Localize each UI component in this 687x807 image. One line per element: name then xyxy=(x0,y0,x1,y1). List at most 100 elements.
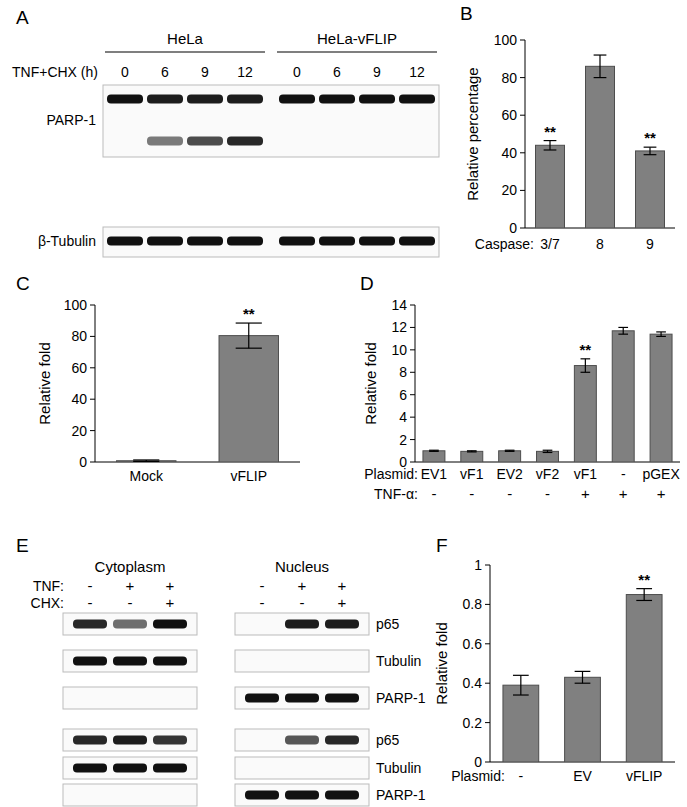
y-tick xyxy=(485,565,490,566)
panel-label: A xyxy=(16,7,29,28)
lane-label: 0 xyxy=(293,64,301,80)
y-tick xyxy=(485,683,490,684)
x-tick-label: vF1 xyxy=(460,466,484,482)
plot-area xyxy=(503,589,662,762)
blot-frame xyxy=(63,729,197,751)
bar xyxy=(650,334,672,462)
band xyxy=(399,95,435,104)
error-cap xyxy=(575,671,591,672)
y-tick xyxy=(520,190,525,191)
band xyxy=(359,95,395,104)
x-tick-label: 9 xyxy=(646,236,654,252)
y-tick xyxy=(485,643,490,644)
y-axis xyxy=(95,305,96,462)
blot-frame xyxy=(235,613,369,635)
band xyxy=(285,620,319,629)
error-bar xyxy=(636,589,652,601)
band xyxy=(325,791,359,800)
panel-label: C xyxy=(16,273,30,294)
error-stem xyxy=(582,671,583,683)
error-bar xyxy=(467,451,477,452)
x-tick-label-2: + xyxy=(581,485,590,502)
band xyxy=(285,736,319,745)
error-stem xyxy=(649,147,650,155)
lane-label: 9 xyxy=(373,64,381,80)
error-bar xyxy=(544,141,557,150)
y-tick-label: 60 xyxy=(501,107,517,123)
bar xyxy=(503,685,539,762)
y-axis xyxy=(490,565,491,762)
bar xyxy=(612,331,634,462)
condition-value: + xyxy=(338,577,347,594)
y-tick-label: 1 xyxy=(474,557,482,573)
x-tick-label: 3/7 xyxy=(540,236,560,252)
bar xyxy=(461,451,483,462)
error-cap xyxy=(644,154,657,155)
y-tick xyxy=(410,417,415,418)
band xyxy=(227,95,263,104)
bar xyxy=(626,595,662,762)
y-tick-label: 0.6 xyxy=(463,636,483,652)
band xyxy=(113,736,147,745)
category-row-label: Caspase: xyxy=(475,236,534,252)
y-tick-label: 0.4 xyxy=(463,675,483,691)
error-cap xyxy=(644,147,657,148)
error-bar xyxy=(429,450,439,451)
x-tick-label: 8 xyxy=(596,236,604,252)
condition-label: CHX: xyxy=(31,595,64,611)
x-tick-label-2: - xyxy=(431,485,436,502)
y-axis-label: Relative fold xyxy=(433,622,450,705)
row-label: β-Tubulin xyxy=(38,233,96,249)
x-tick-label-2: + xyxy=(619,485,628,502)
group-label: HeLa xyxy=(167,30,204,47)
condition-value: + xyxy=(298,577,307,594)
y-axis-label: Relative percentage xyxy=(464,67,481,200)
blot-frame xyxy=(235,757,369,779)
error-bar xyxy=(513,675,529,695)
error-cap xyxy=(505,451,515,452)
y-tick xyxy=(90,305,95,306)
y-tick xyxy=(520,40,525,41)
row-label: p65 xyxy=(376,732,400,748)
y-axis-label: Relative fold xyxy=(36,342,53,425)
y-tick xyxy=(410,327,415,328)
y-tick xyxy=(520,77,525,78)
error-cap xyxy=(429,450,439,451)
blot-frame xyxy=(63,687,197,709)
error-bar xyxy=(656,332,666,336)
blot-frame xyxy=(235,729,369,751)
band xyxy=(107,237,143,246)
error-cap xyxy=(429,451,439,452)
group-underline xyxy=(277,51,437,52)
y-tick-label: 6 xyxy=(399,387,407,403)
x-tick-label: vF1 xyxy=(574,466,598,482)
band xyxy=(153,620,187,629)
condition-value: + xyxy=(126,577,135,594)
error-cap xyxy=(636,600,652,601)
lane-axis-label: TNF+CHX (h) xyxy=(12,64,98,80)
lane-label: 12 xyxy=(409,64,425,80)
y-tick xyxy=(520,115,525,116)
lane-label: 6 xyxy=(161,64,169,80)
x-tick-label: vF2 xyxy=(536,466,560,482)
error-bar xyxy=(594,55,607,78)
y-tick-label: 100 xyxy=(64,297,88,313)
row-label: PARP-1 xyxy=(376,690,426,706)
plot-area xyxy=(423,327,672,462)
lane-label: 6 xyxy=(333,64,341,80)
error-bar xyxy=(133,460,159,462)
annotation: ** xyxy=(544,123,556,140)
y-tick-label: 12 xyxy=(391,319,407,335)
y-tick-label: 100 xyxy=(494,32,518,48)
y-tick-label: 20 xyxy=(501,182,517,198)
error-cap xyxy=(543,450,553,451)
row-label: p65 xyxy=(376,616,400,632)
y-tick xyxy=(90,462,95,463)
band xyxy=(285,694,319,703)
y-tick xyxy=(485,762,490,763)
y-tick-label: 60 xyxy=(71,360,87,376)
error-cap xyxy=(656,336,666,337)
band xyxy=(147,237,183,246)
y-tick-label: 80 xyxy=(501,70,517,86)
band xyxy=(153,764,187,773)
